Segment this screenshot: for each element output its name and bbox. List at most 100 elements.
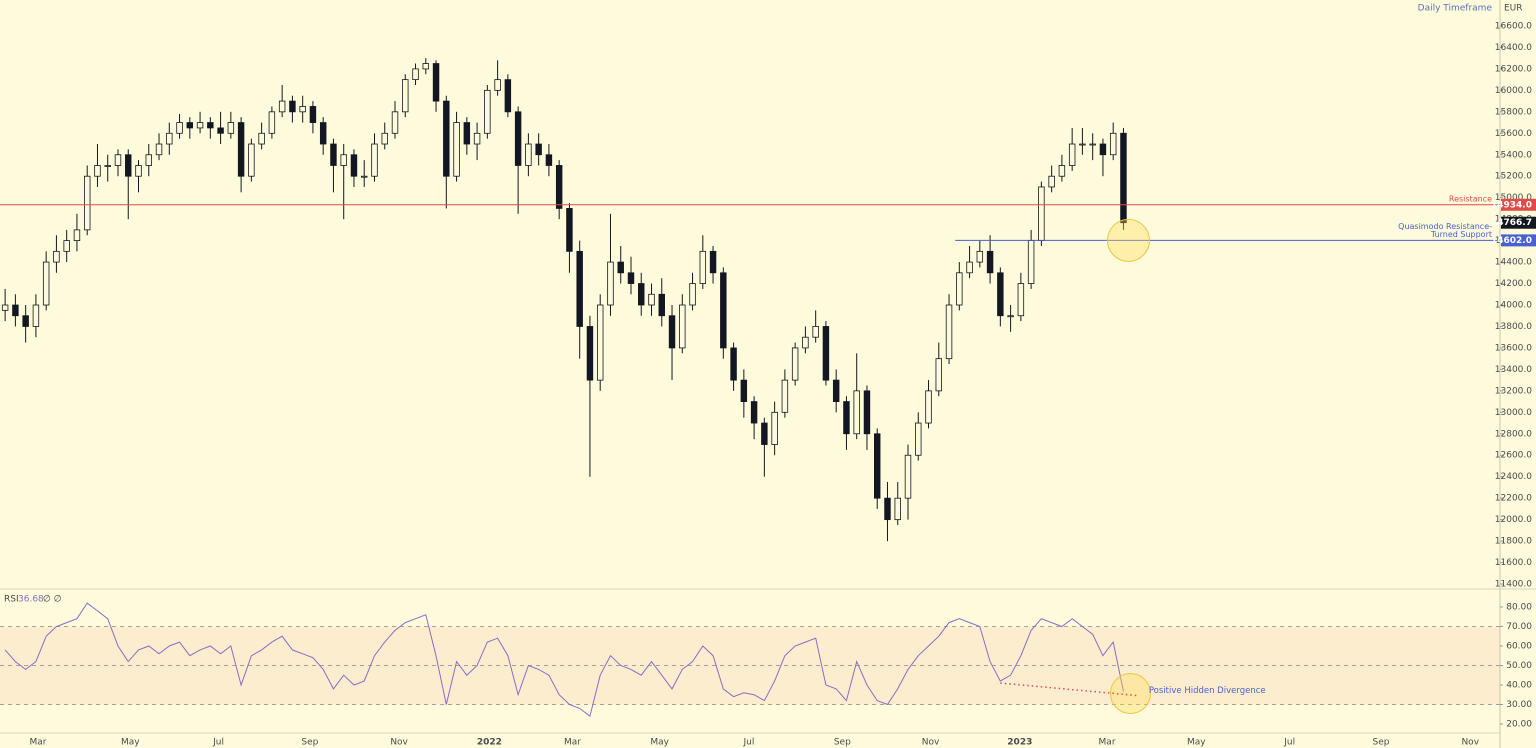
candle-body	[53, 250, 60, 263]
candle-body	[791, 347, 799, 381]
currency: EUR	[1504, 4, 1523, 14]
candle-body	[166, 132, 173, 145]
candle-body	[381, 132, 388, 145]
candle-body	[1109, 132, 1117, 156]
y-tick-label: 13800.0	[1495, 322, 1532, 332]
candle-body	[196, 122, 204, 129]
rsi-y-tick-label: 80.00	[1506, 602, 1532, 612]
candle-body	[658, 293, 665, 317]
candle-body	[966, 261, 973, 274]
candle-body	[638, 283, 645, 306]
candle-body	[935, 358, 943, 392]
candle-body	[412, 68, 419, 81]
candle-body	[812, 326, 819, 338]
candle-body	[1068, 143, 1076, 166]
y-tick-label: 12600.0	[1495, 451, 1532, 461]
x-tick-label: Jul	[743, 738, 755, 748]
x-tick-label: 2022	[477, 738, 502, 748]
candle-body	[484, 89, 491, 134]
candle-body	[22, 315, 29, 327]
candle-body	[350, 154, 358, 177]
candle-body	[679, 304, 686, 349]
candle-body	[207, 122, 214, 129]
level-text: Resistance	[1449, 194, 1492, 203]
level-label: 14934.0	[1491, 200, 1532, 210]
candle-body	[976, 250, 984, 263]
candle-body	[432, 63, 440, 102]
candle-body	[135, 165, 142, 177]
x-tick-label: Nov	[1461, 738, 1479, 748]
candle-body	[1089, 143, 1096, 146]
x-tick-label: May	[1187, 738, 1206, 748]
y-tick-label: 13200.0	[1495, 386, 1532, 396]
y-tick-label: 16000.0	[1495, 86, 1532, 96]
rsi-line	[4, 602, 1124, 718]
y-tick-label: 15800.0	[1495, 107, 1532, 117]
candle-body	[802, 336, 809, 349]
candle-body	[73, 229, 81, 242]
candle-body	[863, 390, 871, 435]
candle-body	[709, 250, 717, 274]
x-tick-label: Mar	[29, 738, 46, 748]
candle-body	[617, 261, 624, 274]
candle-body	[361, 175, 368, 178]
y-tick-label: 13600.0	[1495, 343, 1532, 353]
candle-body	[586, 326, 594, 381]
candle-body	[1120, 132, 1127, 224]
candle-body	[1, 304, 9, 311]
y-tick-label: 12000.0	[1495, 515, 1532, 525]
y-tick-label: 14400.0	[1495, 258, 1532, 268]
candle-body	[473, 132, 481, 145]
rsi-y-tick-label: 20.00	[1506, 720, 1532, 730]
candle-body	[237, 122, 245, 177]
x-tick-label: Mar	[1099, 738, 1116, 748]
candle-body	[689, 283, 696, 306]
y-tick-label: 11400.0	[1495, 580, 1532, 590]
x-tick-label: Nov	[390, 738, 408, 748]
x-tick-label: May	[650, 738, 669, 748]
candle-body	[12, 304, 19, 317]
candle-body	[535, 143, 542, 156]
candle-body	[1007, 315, 1014, 318]
candle-body	[340, 154, 347, 166]
candle-body	[945, 304, 953, 360]
candle-body	[1099, 143, 1107, 156]
candle-body	[1058, 165, 1066, 177]
y-tick-label: 16200.0	[1495, 64, 1532, 74]
last-price-label: 14766.7	[1491, 218, 1532, 228]
candle-body	[125, 154, 132, 177]
candle-body	[915, 422, 922, 456]
candle-body	[730, 347, 737, 381]
candle-body	[894, 497, 901, 521]
candle-body	[668, 315, 676, 349]
candle-body	[268, 111, 276, 134]
x-tick-label: Jul	[1283, 738, 1295, 748]
y-tick-label: 11800.0	[1495, 537, 1532, 547]
candle-body	[925, 390, 932, 424]
candle-body	[227, 122, 235, 134]
y-tick-label: 15200.0	[1495, 172, 1532, 182]
candle-body	[576, 250, 583, 327]
candle-body	[699, 250, 707, 284]
x-tick-label: Sep	[1373, 738, 1390, 748]
candle-body	[186, 122, 194, 129]
candle-body	[463, 122, 471, 145]
candle-body	[453, 122, 460, 177]
candle-body	[176, 122, 183, 134]
candle-body	[278, 100, 286, 113]
x-tick-label: May	[121, 738, 140, 748]
candle-body	[299, 106, 306, 113]
candle-body	[155, 143, 163, 156]
candle-body	[750, 401, 758, 424]
y-tick-label: 13000.0	[1495, 408, 1532, 418]
y-tick-label: 14200.0	[1495, 279, 1532, 289]
candle-body	[258, 132, 265, 145]
candle-body	[822, 326, 830, 381]
last-price-bg	[1501, 216, 1536, 229]
candle-body	[1079, 143, 1086, 146]
level-text: Quasimodo Resistance-	[1398, 222, 1492, 231]
candle-body	[289, 100, 296, 113]
y-tick-label: 16600.0	[1495, 21, 1532, 31]
candle-body	[607, 261, 614, 306]
